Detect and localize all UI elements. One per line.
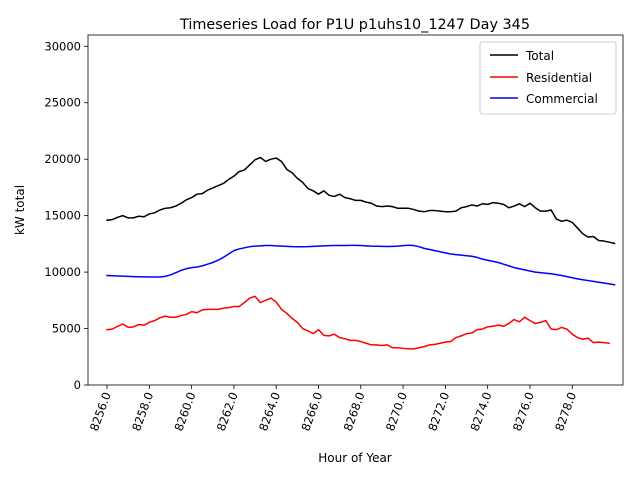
x-tick-label: 8264.0 <box>256 390 283 433</box>
y-axis: 0 5000 10000 15000 20000 25000 30000 <box>44 39 88 392</box>
x-tick-label: 8268.0 <box>341 390 368 433</box>
y-tick-label: 25000 <box>44 96 81 110</box>
series-line-total <box>106 156 616 245</box>
series-line-residential <box>106 295 611 350</box>
y-tick-label: 15000 <box>44 209 81 223</box>
y-axis-label: kW total <box>13 185 27 235</box>
chart-title: Timeseries Load for P1U p1uhs10_1247 Day… <box>179 17 530 33</box>
series-lines <box>106 156 616 350</box>
x-tick-label: 8272.0 <box>425 390 452 433</box>
x-tick-label: 8274.0 <box>468 390 495 433</box>
x-tick-label: 8258.0 <box>129 390 156 433</box>
x-tick-label: 8266.0 <box>298 390 325 433</box>
y-tick-label: 5000 <box>52 322 81 336</box>
x-tick-label: 8260.0 <box>172 390 199 433</box>
legend-label-residential: Residential <box>526 71 592 85</box>
series-line-commercial <box>106 244 616 286</box>
x-tick-label: 8278.0 <box>552 390 579 433</box>
x-axis: 8256.0 8258.0 8260.0 8262.0 8264.0 8266.0 8268… <box>87 385 579 433</box>
x-axis-label: Hour of Year <box>318 451 392 465</box>
legend: Total Residential Commercial <box>479 41 617 115</box>
x-tick-label: 8276.0 <box>510 390 537 433</box>
y-tick-label: 0 <box>74 378 81 392</box>
y-tick-label: 10000 <box>44 265 81 279</box>
y-tick-label: 20000 <box>44 152 81 166</box>
plot-frame <box>87 34 624 386</box>
legend-label-commercial: Commercial <box>526 92 598 106</box>
x-tick-label: 8262.0 <box>214 390 241 433</box>
legend-label-total: Total <box>525 49 554 63</box>
y-tick-label: 30000 <box>44 39 81 53</box>
legend-box <box>479 41 617 115</box>
x-tick-label: 8270.0 <box>383 390 410 433</box>
x-tick-label: 8256.0 <box>87 390 114 433</box>
